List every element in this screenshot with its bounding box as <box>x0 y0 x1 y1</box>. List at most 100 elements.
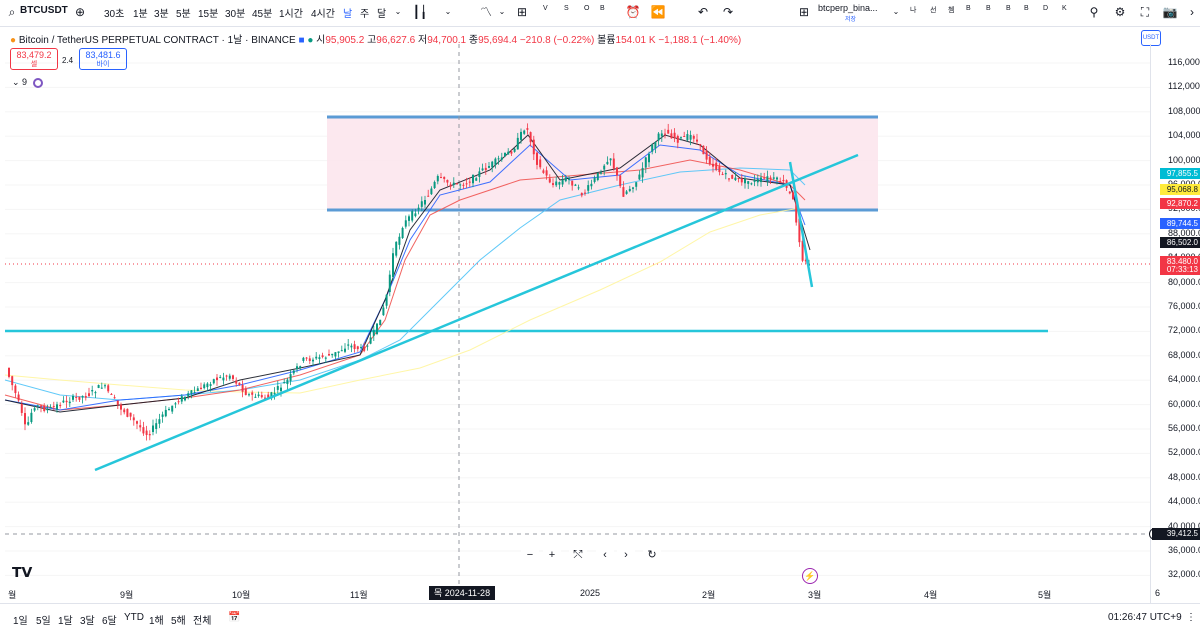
indicators-icon[interactable]: 〽 <box>479 5 492 19</box>
sell-button[interactable]: 83,479.2 셀 <box>10 48 58 70</box>
candle-body <box>81 395 84 398</box>
candle-body <box>75 396 78 398</box>
candle-body <box>212 379 215 384</box>
interval-15m[interactable]: 15분 <box>198 9 219 20</box>
tradingview-logo[interactable]: 𝗧𝗩 <box>12 564 33 580</box>
symbol-name[interactable]: BTCUSDT <box>20 5 68 16</box>
low-value: 94,700.1 <box>427 35 467 46</box>
indicator-icon[interactable] <box>33 77 44 88</box>
candle-body <box>635 182 638 187</box>
tool-small-7[interactable]: B <box>1024 5 1029 12</box>
tool-small-1[interactable]: 나 <box>910 7 917 14</box>
date-range-icon[interactable]: 📅 <box>228 612 241 623</box>
interval-1h[interactable]: 1시간 <box>279 9 303 20</box>
candle-body <box>596 172 599 180</box>
candle-body <box>353 344 356 350</box>
buy-button[interactable]: 83,481.6 바이 <box>79 48 127 70</box>
fullscreen-icon[interactable]: ⛶ <box>1140 5 1150 19</box>
tool-small-2[interactable]: 선 <box>930 7 937 14</box>
rising-trendline[interactable] <box>94 153 859 472</box>
interval-5m[interactable]: 5분 <box>176 9 191 20</box>
scroll-right-button[interactable]: › <box>617 546 635 564</box>
drop-trendline[interactable] <box>788 161 814 288</box>
interval-4h[interactable]: 4시간 <box>311 9 335 20</box>
indicator-toggle[interactable]: ⌄ 9 <box>12 77 44 88</box>
templates-icon[interactable]: ⊞ <box>516 5 528 19</box>
interval-30m[interactable]: 30분 <box>225 9 246 20</box>
range-5y[interactable]: 5해 <box>171 616 186 627</box>
alert-clock-icon[interactable]: ⏰ <box>625 5 641 19</box>
settings-icon[interactable]: ⚙ <box>1114 5 1126 19</box>
price-tick: 36,000.0 <box>1168 545 1200 555</box>
chevron-down-icon[interactable]: ⌄ <box>444 7 452 16</box>
interval-30s[interactable]: 30초 <box>104 9 125 20</box>
save-label[interactable]: 저장 <box>845 17 857 23</box>
tool-small-6[interactable]: B <box>1006 5 1011 12</box>
more-icon[interactable]: › <box>1190 5 1194 19</box>
tool-s[interactable]: S <box>564 5 569 12</box>
candle-body <box>65 400 68 403</box>
tool-o[interactable]: O <box>584 5 590 12</box>
replay-icon[interactable]: ⏪ <box>650 5 666 19</box>
tool-small-5[interactable]: B <box>986 5 991 12</box>
quick-search-icon[interactable]: ⚲ <box>1089 5 1099 19</box>
zoom-out-button[interactable]: − <box>521 546 539 564</box>
zoom-in-button[interactable]: + <box>543 546 561 564</box>
scroll-left-button[interactable]: ‹ <box>596 546 614 564</box>
currency-badge[interactable]: USDT <box>1141 30 1161 46</box>
interval-month[interactable]: 달 <box>377 9 387 20</box>
range-all[interactable]: 전체 <box>193 616 212 627</box>
add-symbol-icon[interactable]: ⊕ <box>74 5 86 19</box>
range-3m[interactable]: 3달 <box>80 616 95 627</box>
redo-icon[interactable]: ↷ <box>722 5 734 19</box>
chevron-down-icon[interactable]: ⌄ <box>498 7 506 16</box>
interval-1m[interactable]: 1분 <box>133 9 148 20</box>
range-6m[interactable]: 6달 <box>102 616 117 627</box>
reset-chart-button[interactable]: ↻ <box>643 546 661 564</box>
range-ytd[interactable]: YTD <box>124 612 144 623</box>
more-options-icon[interactable]: ⋮ <box>1186 612 1196 623</box>
candle-body <box>475 178 478 181</box>
clock[interactable]: 01:26:47 UTC+9 <box>1108 612 1182 623</box>
candle-body <box>705 150 708 160</box>
tool-v[interactable]: V <box>543 5 548 12</box>
candle-body <box>408 216 410 221</box>
range-1m[interactable]: 1달 <box>58 616 73 627</box>
undo-icon[interactable]: ↶ <box>697 5 709 19</box>
tool-small-3[interactable]: 쳄 <box>948 7 955 14</box>
interval-week[interactable]: 주 <box>360 9 370 20</box>
price-axis[interactable] <box>1150 44 1200 610</box>
candle-body <box>609 158 612 161</box>
open-label: 시 <box>316 35 326 46</box>
chevron-down-icon[interactable]: ⌄ <box>892 7 900 16</box>
legend-title[interactable]: Bitcoin / TetherUS PERPETUAL CONTRACT · … <box>18 35 296 46</box>
range-5d[interactable]: 5일 <box>36 616 51 627</box>
lightning-icon[interactable]: ⚡ <box>802 568 818 584</box>
candle-body <box>436 176 439 182</box>
camera-icon[interactable]: 📷 <box>1162 5 1178 19</box>
range-1y[interactable]: 1해 <box>149 616 164 627</box>
search-icon[interactable]: ⌕ <box>8 5 16 19</box>
range-1d[interactable]: 1일 <box>13 616 28 627</box>
candle-body <box>446 179 449 183</box>
candle-body <box>328 354 330 356</box>
tool-small-4[interactable]: B <box>966 5 971 12</box>
candle-body <box>360 346 362 348</box>
tool-b[interactable]: B <box>600 5 605 12</box>
interval-day[interactable]: 날 <box>343 9 353 20</box>
candle-body <box>392 253 394 277</box>
candle-style-icon[interactable]: ┃╽ <box>412 5 428 19</box>
interval-45m[interactable]: 45분 <box>252 9 273 20</box>
scroll-fit-button[interactable]: ⤲ <box>569 546 587 564</box>
tool-small-9[interactable]: K <box>1062 5 1067 12</box>
candle-body <box>670 133 673 139</box>
chevron-down-icon[interactable]: ⌄ <box>394 7 402 16</box>
layout-icon[interactable]: ⊞ <box>798 5 810 19</box>
price-tick: 44,000.0 <box>1168 496 1200 507</box>
candle-body <box>497 158 500 160</box>
tool-small-8[interactable]: D <box>1043 5 1049 12</box>
layout-name[interactable]: btcperp_bina... <box>818 3 878 13</box>
candle-body <box>235 380 238 384</box>
interval-3m[interactable]: 3분 <box>154 9 169 20</box>
